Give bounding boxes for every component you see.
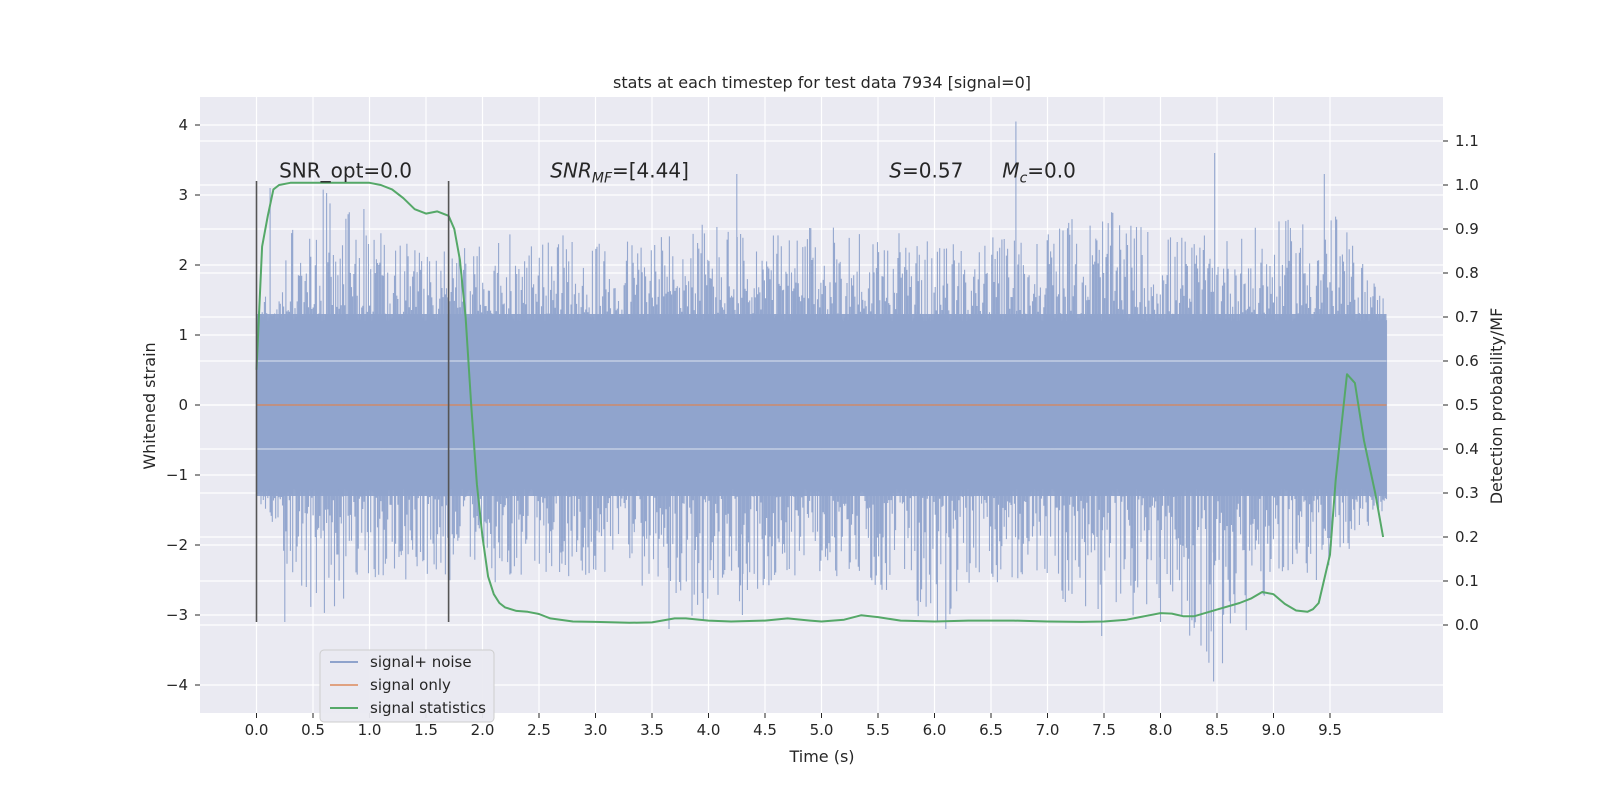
right-y-tick-label: 0.5 [1455,396,1479,414]
annotation-3: Mc=0.0 [1002,159,1076,187]
right-y-tick-label: 0.4 [1455,440,1479,458]
right-y-tick-label: 1.1 [1455,132,1479,150]
x-tick-label: 1.5 [414,721,438,739]
annotations: SNR_opt=0.0 SNRMF=[4.44] S=0.57 Mc=0.0 [279,159,1076,187]
x-tick-label: 3.0 [584,721,608,739]
y-tick-label: −2 [166,536,188,554]
annotation-subscript: MF [592,171,613,187]
x-tick-label: 6.0 [923,721,947,739]
legend-label-signal-noise: signal+ noise [370,653,472,671]
x-tick-label: 0.0 [245,721,269,739]
right-y-tick-label: 0.6 [1455,352,1479,370]
x-tick-label: 5.5 [866,721,890,739]
y-tick-label: −3 [166,606,188,624]
right-y-tick-label: 1.0 [1455,176,1479,194]
x-tick-label: 5.0 [810,721,834,739]
right-y-tick-label: 0.7 [1455,308,1479,326]
y-tick-label: 1 [178,326,188,344]
annotation-subscript: c [1020,171,1028,187]
x-tick-label: 0.5 [301,721,325,739]
annotation-main: M [1002,159,1019,183]
y-tick-label: 3 [178,186,188,204]
annotation-value: =0.0 [1027,159,1076,183]
x-tick-label: 9.0 [1262,721,1286,739]
x-tick-label: 4.5 [753,721,777,739]
legend-label-signal-only: signal only [370,676,451,694]
annotation-0: SNR_opt=0.0 [279,159,412,183]
legend-box [319,649,495,723]
annotation-2: S=0.57 [889,159,963,183]
x-tick-label: 7.0 [1036,721,1060,739]
x-tick-label: 8.0 [1149,721,1173,739]
legend-label-signal-statistics: signal statistics [370,699,486,717]
legend: signal+ noise signal only signal statist… [319,649,495,723]
x-tick-label: 4.0 [697,721,721,739]
right-y-axis-label: Detection probability/MF [1487,308,1506,505]
right-y-tick-label: 0.8 [1455,264,1479,282]
right-y-axis-ticks: 1.1 1.0 0.9 0.8 0.7 0.6 0.5 0.4 0.3 0.2 0.1 0.0 [1443,132,1479,634]
y-axis-ticks: 4 3 2 1 0 −1 −2 −3 −4 [166,116,200,694]
x-axis-label: Time (s) [788,747,854,766]
chart-title: stats at each timestep for test data 793… [613,73,1031,92]
x-tick-label: 7.5 [1092,721,1116,739]
y-axis-label: Whitened strain [140,342,159,469]
y-tick-label: 2 [178,256,188,274]
series-layer [255,181,1387,624]
annotation-main: SNR_opt=0.0 [279,159,412,183]
y-tick-label: −1 [166,466,188,484]
x-tick-label: 2.5 [527,721,551,739]
right-y-tick-label: 0.1 [1455,572,1479,590]
annotation-main: SNR [550,159,592,183]
annotation-value: =0.57 [902,159,963,183]
x-tick-label: 2.0 [471,721,495,739]
signal-statistics-line [255,181,1385,624]
x-tick-label: 8.5 [1205,721,1229,739]
x-tick-label: 3.5 [640,721,664,739]
y-tick-label: 0 [178,396,188,414]
x-tick-label: 6.5 [979,721,1003,739]
right-y-tick-label: 0.0 [1455,616,1479,634]
annotation-value: =[4.44] [612,159,689,183]
annotation-main: S [889,159,902,183]
right-y-tick-label: 0.3 [1455,484,1479,502]
vertical-lines [255,181,450,622]
y-tick-label: −4 [166,676,188,694]
x-tick-label: 1.0 [358,721,382,739]
x-axis-ticks: 0.0 0.5 1.0 1.5 2.0 2.5 3.0 3.5 4.0 4.5 5.0 5.5 6.0 6… [245,713,1342,739]
right-y-tick-label: 0.9 [1455,220,1479,238]
right-y-tick-label: 0.2 [1455,528,1479,546]
annotation-1: SNRMF=[4.44] [550,159,689,187]
x-tick-label: 9.5 [1318,721,1342,739]
y-tick-label: 4 [178,116,188,134]
